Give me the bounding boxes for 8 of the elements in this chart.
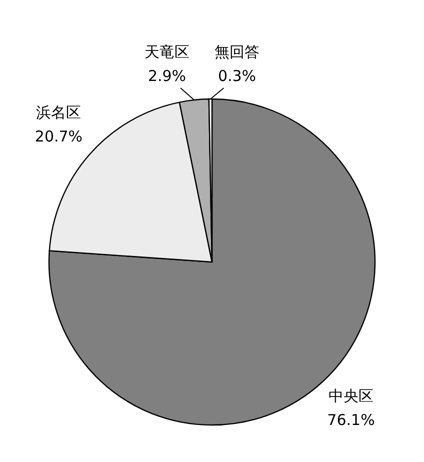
data-label: 76.1% — [327, 410, 375, 429]
slice-label: 天竜区 — [144, 43, 190, 61]
data-label: 0.3% — [218, 67, 256, 85]
data-label: 20.7% — [34, 128, 83, 146]
slice-label: 浜名区 — [36, 104, 82, 122]
slice-label: 無回答 — [214, 43, 260, 61]
data-label: 2.9% — [148, 67, 186, 85]
slice-label: 中央区 — [328, 386, 374, 405]
